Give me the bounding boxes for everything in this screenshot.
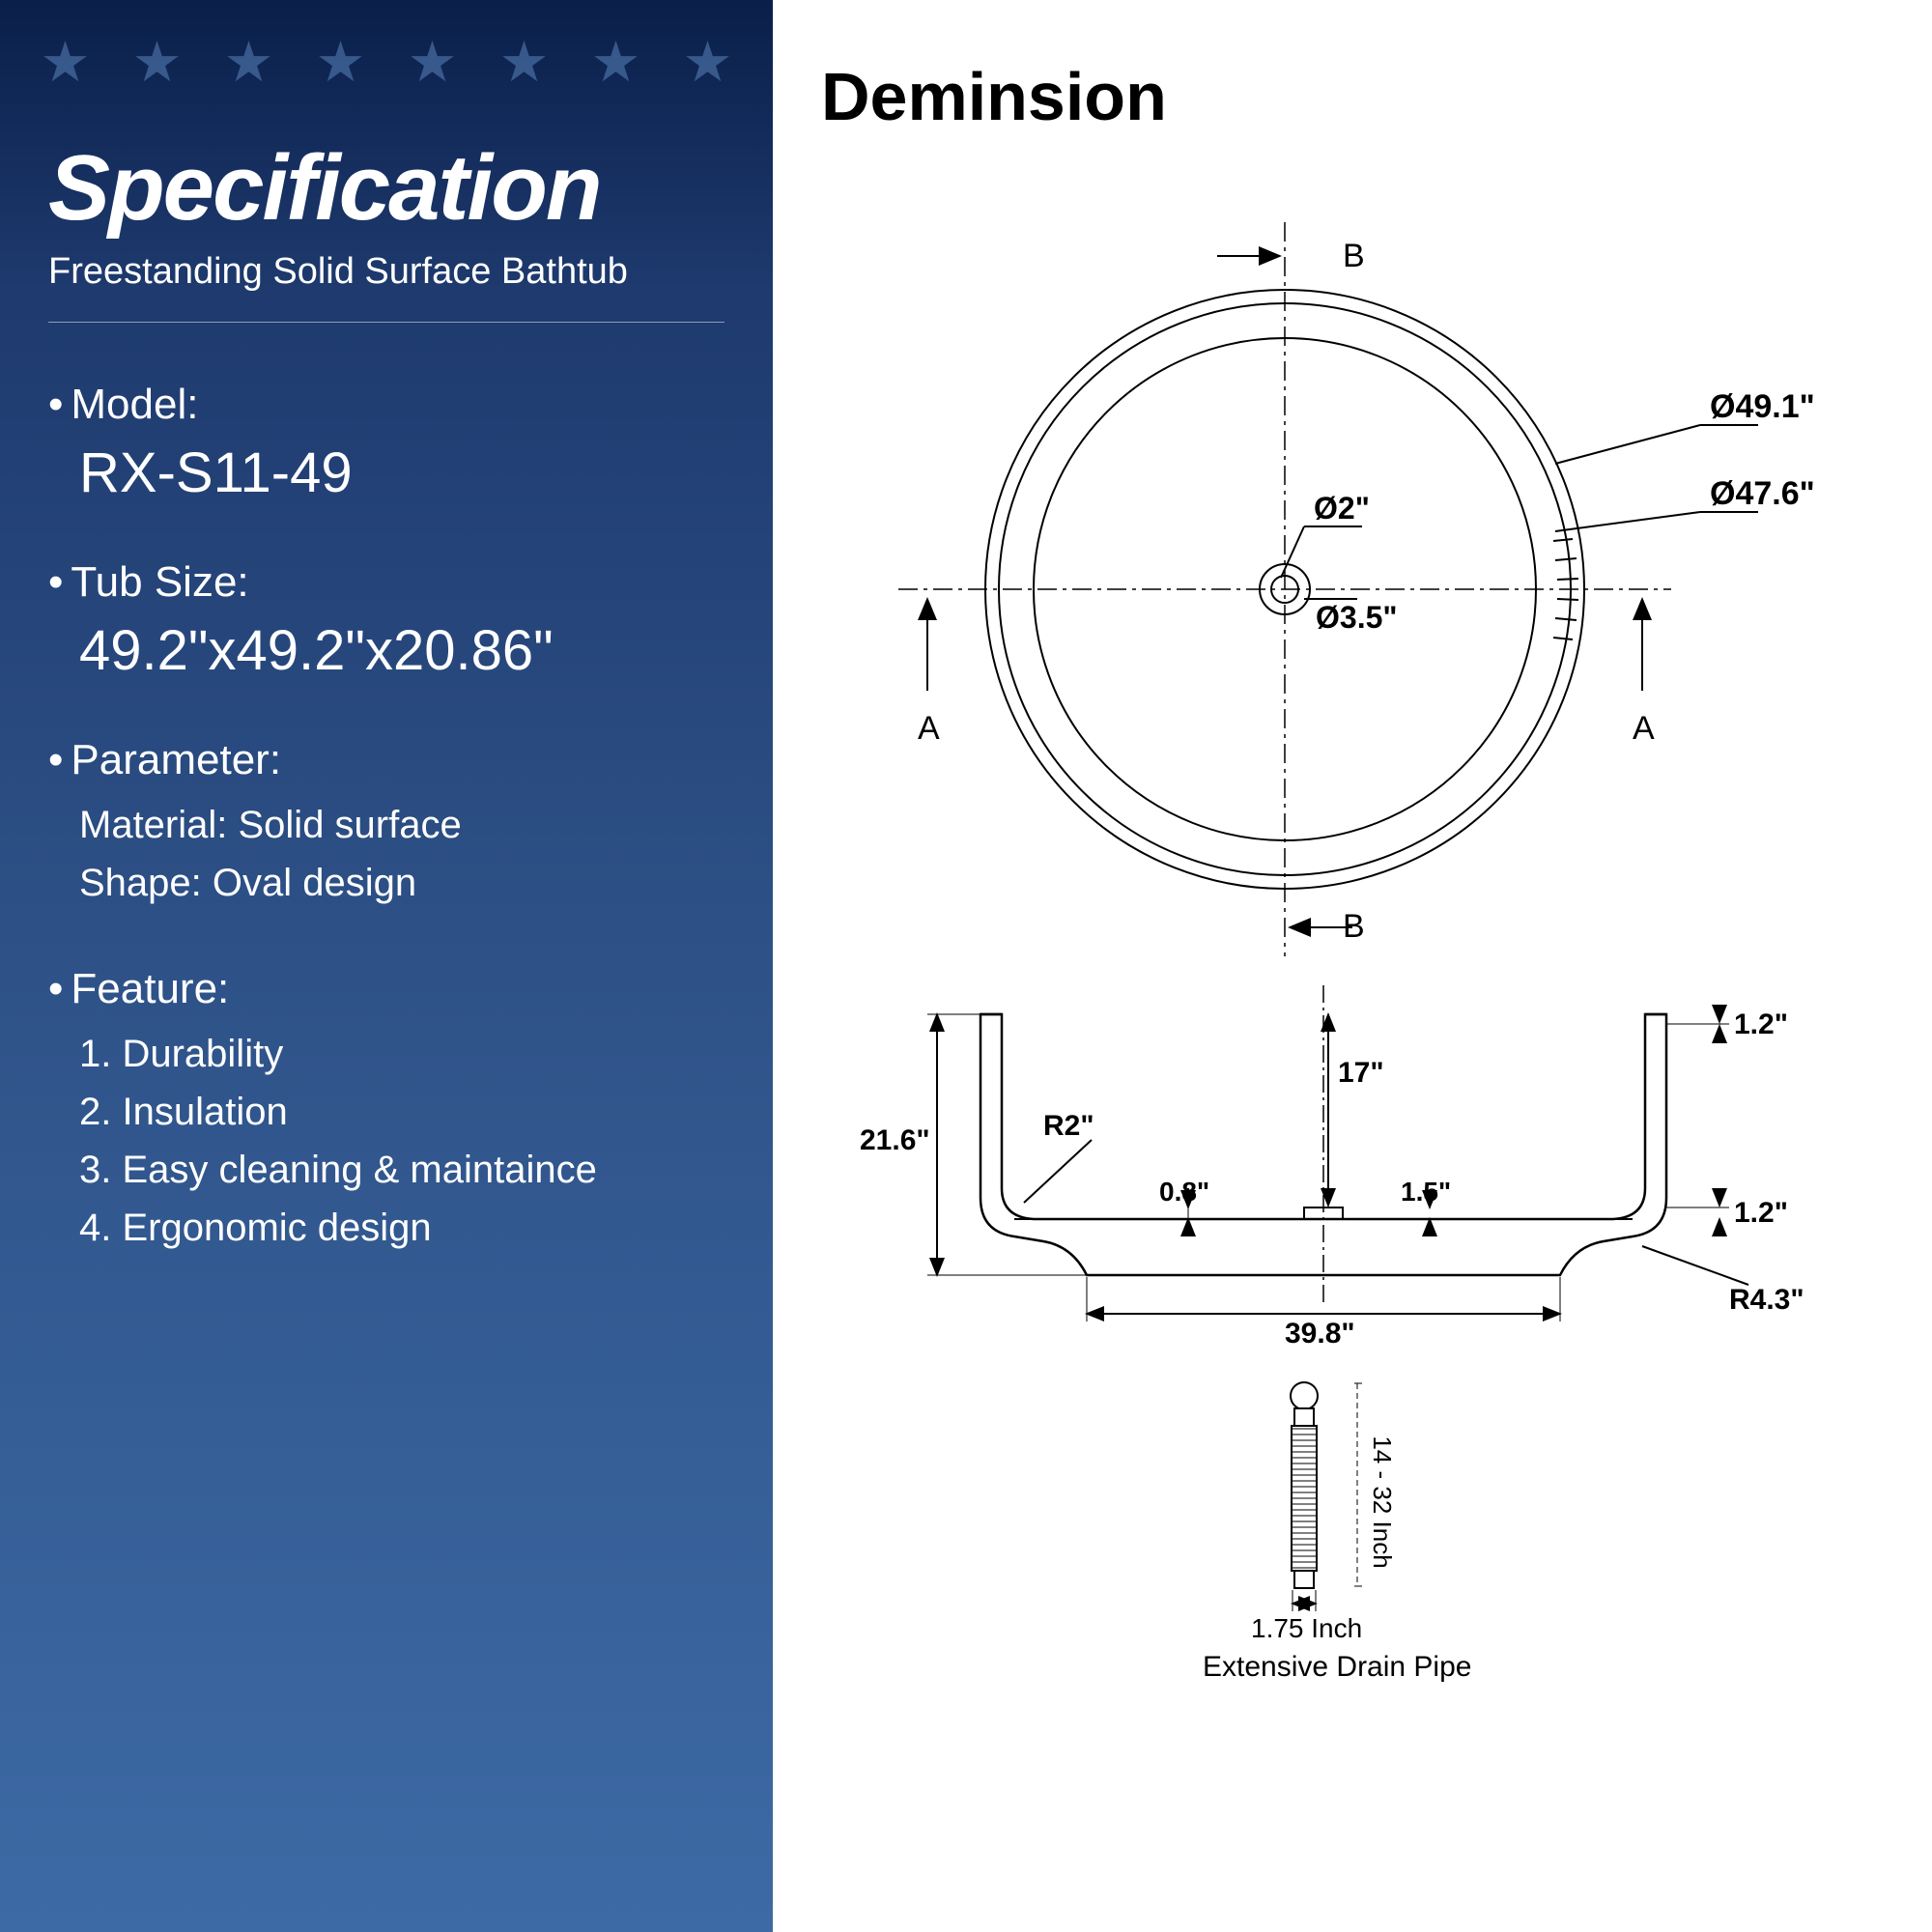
drain-h: 1.5"	[1401, 1177, 1451, 1207]
pipe-width: 1.75 Inch	[1251, 1613, 1362, 1643]
star-icon: ★	[224, 29, 274, 95]
feature-2: 2. Insulation	[79, 1083, 724, 1141]
drain-big: Ø3.5"	[1316, 600, 1398, 635]
model-value: RX-S11-49	[79, 440, 724, 505]
feature-1: 1. Durability	[79, 1025, 724, 1083]
diagram-area: B B A A Ø49.1" Ø47.6" Ø2" Ø3.5"	[821, 164, 1884, 1710]
spec-panel: ★ ★ ★ ★ ★ ★ ★ ★ Specification Freestandi…	[0, 0, 773, 1932]
model-label: Model:	[71, 381, 198, 428]
param-section: •Parameter: Material: Solid surface Shap…	[48, 736, 724, 912]
r-inner: R2"	[1043, 1110, 1094, 1142]
r-base: R4.3"	[1729, 1284, 1804, 1316]
feature-section: •Feature: 1. Durability 2. Insulation 3.…	[48, 965, 724, 1257]
side-view-diagram: 21.6" 17" R2" 0.8" 1.5" 1.2" 1.	[821, 956, 1884, 1362]
star-icon: ★	[408, 29, 458, 95]
model-section: •Model: RX-S11-49	[48, 381, 724, 505]
h-inner: 17"	[1338, 1057, 1384, 1089]
bot-wall: 1.2"	[1734, 1197, 1788, 1229]
star-icon: ★	[41, 29, 91, 95]
lip: 0.8"	[1159, 1177, 1209, 1207]
feature-4: 4. Ergonomic design	[79, 1199, 724, 1257]
param-shape: Shape: Oval design	[79, 854, 724, 912]
section-b-top: B	[1343, 238, 1365, 274]
param-material: Material: Solid surface	[79, 796, 724, 854]
h-outer: 21.6"	[860, 1124, 930, 1156]
param-label: Parameter:	[71, 736, 281, 783]
section-b-bot: B	[1343, 908, 1365, 945]
star-icon: ★	[591, 29, 641, 95]
section-a-right: A	[1633, 710, 1655, 747]
feature-3: 3. Easy cleaning & maintaince	[79, 1141, 724, 1199]
size-value: 49.2"x49.2"x20.86"	[79, 618, 724, 683]
pipe-caption: Extensive Drain Pipe	[1203, 1651, 1471, 1683]
drain-pipe-diagram: 14 - 32 Inch 1.75 Inch Extensive Drain P…	[821, 1362, 1884, 1710]
star-icon: ★	[132, 29, 183, 95]
dimension-panel: Deminsion	[773, 0, 1932, 1932]
star-row: ★ ★ ★ ★ ★ ★ ★ ★	[0, 29, 773, 95]
spec-title: Specification	[48, 135, 724, 242]
base-width: 39.8"	[1285, 1318, 1355, 1350]
outer-diameter: Ø49.1"	[1710, 388, 1815, 425]
top-wall: 1.2"	[1734, 1009, 1788, 1040]
spec-subtitle: Freestanding Solid Surface Bathtub	[48, 251, 724, 323]
star-icon: ★	[683, 29, 733, 95]
star-icon: ★	[316, 29, 366, 95]
star-icon: ★	[499, 29, 550, 95]
pipe-length: 14 - 32 Inch	[1368, 1435, 1397, 1568]
size-section: •Tub Size: 49.2"x49.2"x20.86"	[48, 558, 724, 683]
drain-small: Ø2"	[1314, 491, 1370, 526]
section-a-left: A	[918, 710, 940, 747]
size-label: Tub Size:	[71, 558, 248, 606]
feature-label: Feature:	[71, 965, 229, 1012]
dimension-title: Deminsion	[821, 58, 1884, 135]
top-view-diagram: B B A A Ø49.1" Ø47.6" Ø2" Ø3.5"	[821, 164, 1884, 956]
inner-diameter: Ø47.6"	[1710, 475, 1815, 512]
